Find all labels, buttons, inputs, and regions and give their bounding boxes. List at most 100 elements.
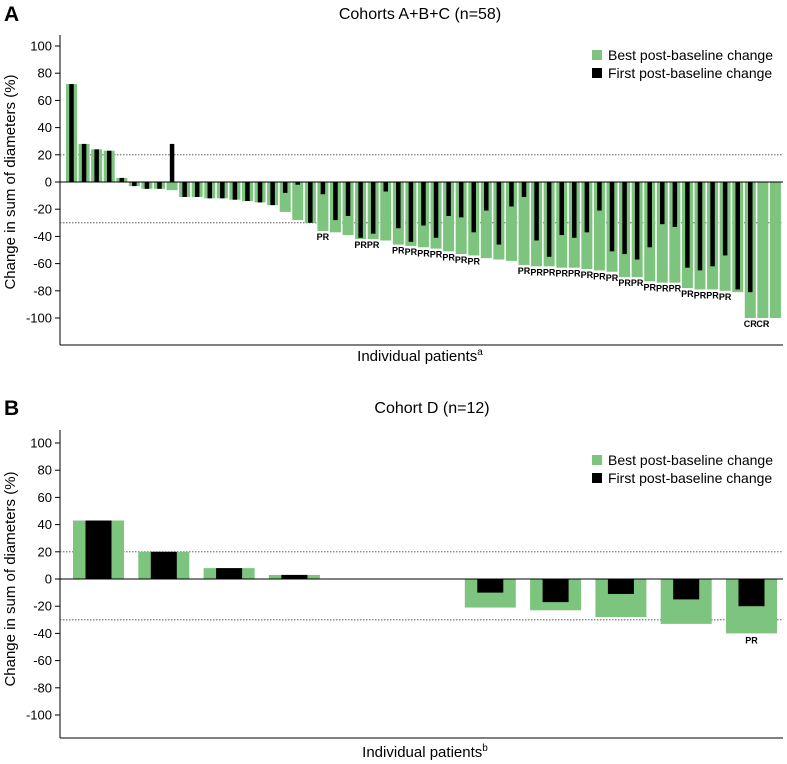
panel-a-response-label: PR [430,250,443,260]
panel-a-first-change-bar [245,182,250,202]
panel-a-legend-label: Best post-baseline change [608,47,773,63]
panel-a-response-label: PR [392,246,405,256]
panel-b-letter: B [4,397,19,420]
panel-b-first-change-bar [477,579,504,593]
panel-a-response-label: PR [354,240,367,250]
panel-a-first-change-bar [220,182,225,199]
panel-a-first-change-bar [320,182,326,195]
panel-b-x-axis-label: Individual patientsb [362,743,488,761]
panel-a-first-change-bar [597,182,602,211]
panel-a-response-label: CR [744,319,757,329]
panel-a-first-change-bar [169,143,175,182]
panel-a-best-change-bar [166,182,178,191]
panel-a-best-change-bar [769,182,781,318]
panel-b-first-change-bar [607,579,634,594]
panel-a-y-tick-label: 80 [38,66,52,81]
panel-a-best-change-bar [443,182,455,252]
panel-a-response-label: PR [417,248,430,258]
panel-a-first-change-bar [685,182,690,268]
panel-a-first-change-bar [521,182,527,197]
panel-b-legend-label: First post-baseline change [608,470,772,486]
panel-a-response-label: PR [442,252,455,262]
panel-b-legend-swatch [592,455,602,465]
panel-a-letter: A [4,3,19,26]
panel-b-first-change-bar [150,551,177,579]
panel-a-first-change-bar [697,182,703,271]
panel-b-y-tick-label: 100 [30,436,52,451]
panel-a-first-change-bar [282,182,288,193]
panel-a-first-change-bar [257,182,263,203]
panel-a-first-change-bar [496,182,502,245]
panel-a-first-change-bar [509,182,514,207]
panel-a-y-axis-label: Change in sum of diameters (%) [2,74,19,289]
panel-a-best-change-bar [380,182,392,241]
panel-a-first-change-bar [94,149,99,182]
panel-a-title: Cohorts A+B+C (n=58) [339,6,501,23]
panel-b-y-tick-label: -100 [26,708,52,723]
panel-a-y-tick-label: 0 [45,175,52,190]
panel-a-first-change-bar [609,182,615,252]
panel-a-legend-label: First post-baseline change [608,65,772,81]
panel-a-first-change-bar [546,182,552,257]
panel-a-first-change-bar [358,182,363,238]
panel-b-y-tick-label: -60 [33,653,52,668]
panel-a-first-change-bar [119,177,125,182]
panel-a-y-tick-label: -80 [33,283,52,298]
panel-b-legend-swatch [592,473,602,483]
panel-b-legend-label: Best post-baseline change [608,452,773,468]
panel-a-first-change-bar [232,182,238,200]
panel-a-response-label: PR [719,292,732,302]
panel-a-first-change-bar [647,182,652,248]
panel-b-y-tick-label: 20 [38,544,52,559]
panel-a-first-change-bar [660,182,665,225]
panel-a-y-tick-label: -40 [33,229,52,244]
panel-a-first-change-bar [157,182,162,189]
panel-a-first-change-bar [735,182,740,290]
panel-b-first-change-bar [216,568,243,579]
panel-a-response-label: PR [681,289,694,299]
panel-a-best-change-bar [505,182,517,261]
panel-a-y-tick-label: 60 [38,93,52,108]
panel-a-first-change-bar [433,182,439,238]
panel-a-response-label: PR [518,266,531,276]
panel-a-first-change-bar [81,143,87,182]
panel-a-first-change-bar [383,182,388,192]
panel-a-response-label: PR [543,267,556,277]
panel-a-best-change-bar [669,182,681,283]
panel-a-first-change-bar [194,182,200,197]
panel-a: A Cohorts A+B+C (n=58) Change in sum of … [2,3,783,365]
panel-a-response-label: PR [581,270,594,280]
panel-a-first-change-bar [748,182,753,293]
panel-a-first-change-bar [622,182,627,255]
panel-a-best-change-bar [656,182,668,283]
panel-a-y-tick-label: 40 [38,120,52,135]
panel-b-y-tick-label: 60 [38,490,52,505]
panel-a-best-change-bar [455,182,467,255]
panel-a-y-tick-label: -20 [33,202,52,217]
panel-b-first-change-bar [738,579,765,607]
panel-a-first-change-bar [370,182,376,234]
panel-a-response-label: PR [618,278,631,288]
panel-a-first-change-bar [421,182,426,226]
panel-a-first-change-bar [182,182,187,197]
panel-b-y-tick-label: -80 [33,680,52,695]
panel-a-first-change-bar [584,182,590,233]
panel-a-response-label: PR [606,273,619,283]
panel-a-best-change-bar [593,182,605,271]
panel-b-y-tick-label: -20 [33,599,52,614]
panel-a-response-label: PR [669,284,682,294]
panel-a-y-tick-label: 100 [30,39,52,54]
panel-a-first-change-bar [572,182,577,238]
panel-a-response-label: PR [706,290,719,300]
panel-a-first-change-bar [295,182,301,185]
panel-a-first-change-bar [132,182,137,187]
panel-b-y-tick-label: 40 [38,517,52,532]
panel-a-first-change-bar [308,182,313,223]
panel-a-first-change-bar [270,182,275,206]
panel-a-first-change-bar [559,182,564,236]
panel-a-first-change-bar [333,182,338,221]
panel-a-best-change-bar [317,182,329,231]
panel-b-title: Cohort D (n=12) [374,400,489,417]
